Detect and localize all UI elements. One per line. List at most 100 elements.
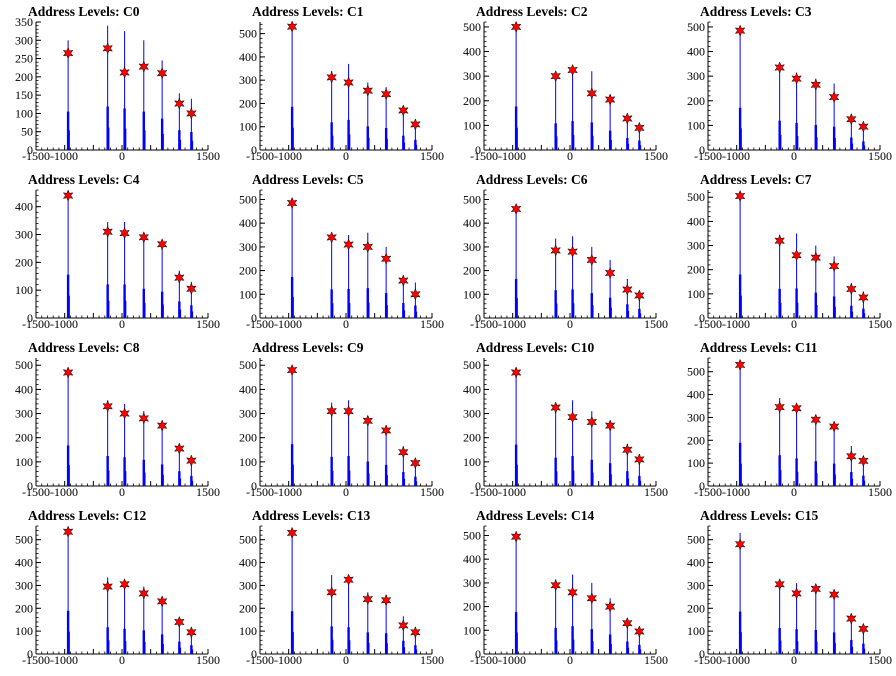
x-tick-label: 0	[567, 485, 573, 499]
histogram-bar	[402, 640, 405, 654]
y-tick-label: 400	[239, 216, 257, 230]
x-tick-label: 0	[791, 317, 797, 331]
histogram-panel-11: 0 100 200 300 400 500 -1500 -1000 0 1500 Address L…	[672, 340, 896, 508]
y-tick-label: 400	[463, 45, 481, 59]
x-tick-label: 0	[343, 317, 349, 331]
histogram-bar	[106, 627, 109, 654]
x-tick-label: 1500	[868, 317, 892, 331]
peak-marker	[380, 252, 392, 265]
x-tick-label: -1000	[50, 653, 78, 667]
peak-marker	[550, 579, 562, 592]
x-tick-label: 1500	[420, 653, 444, 667]
peak-marker	[343, 404, 354, 418]
peak-marker	[102, 225, 114, 238]
histogram-bar	[832, 126, 836, 150]
y-tick-label: 500	[239, 533, 257, 547]
histogram-bar	[832, 632, 836, 654]
y-tick-label: 200	[15, 431, 33, 445]
x-tick-label: 0	[343, 149, 349, 163]
x-tick-label: -1000	[498, 317, 526, 331]
peak-marker	[397, 619, 409, 632]
histogram-bar	[638, 308, 641, 318]
peak-marker	[410, 118, 421, 131]
peak-marker	[138, 587, 150, 600]
peak-marker	[567, 63, 578, 77]
peak-marker	[119, 407, 130, 420]
peak-marker	[326, 404, 338, 418]
histogram-panel-8: 0 100 200 300 400 500 -1500 -1000 0 1500 Address L…	[0, 340, 224, 508]
histogram-panel-14: 0 100 200 300 400 500 -1500 -1000 0 1500 Address L…	[448, 508, 672, 676]
x-tick-label: -1000	[722, 317, 750, 331]
y-tick-label: 300	[463, 407, 481, 421]
histogram-plot: 0 100 200 300 400 500 -1500 -1000 0 1500	[239, 189, 444, 331]
histogram-bar	[414, 645, 417, 654]
peak-marker	[186, 107, 197, 120]
histogram-bar	[514, 106, 518, 150]
peak-marker	[604, 93, 616, 106]
y-tick-label: 200	[15, 70, 33, 84]
y-tick-label: 0	[699, 647, 705, 661]
histogram-bar	[142, 630, 145, 654]
x-tick-label: 1500	[196, 485, 220, 499]
peak-marker	[326, 231, 338, 244]
y-tick-label: 100	[15, 106, 33, 120]
histogram-bar	[514, 612, 518, 654]
peak-marker	[119, 66, 130, 79]
peak-marker	[173, 615, 185, 629]
histogram-panel-10: 0 100 200 300 400 500 -1500 -1000 0 1500 Address L…	[448, 340, 672, 508]
y-tick-label: 300	[687, 578, 705, 592]
x-tick-label: 0	[119, 149, 125, 163]
y-tick-label: 200	[687, 433, 705, 447]
y-tick-label: 0	[475, 647, 481, 661]
peak-marker	[604, 600, 616, 613]
histogram-bar	[850, 137, 853, 150]
y-tick-label: 300	[687, 239, 705, 253]
histogram-bar	[123, 284, 126, 318]
x-tick-label: 0	[567, 149, 573, 163]
histogram-bar	[778, 628, 781, 654]
y-tick-label: 300	[15, 407, 33, 421]
histogram-bar	[514, 444, 518, 486]
y-tick-label: 100	[239, 120, 257, 134]
peak-marker	[510, 202, 522, 216]
chart-title: Address Levels: C10	[476, 340, 595, 355]
histogram-bar	[795, 629, 798, 654]
histogram-panel-2: 0 100 200 300 400 500 -1500 -1000 0 1500 Address L…	[448, 4, 672, 172]
histogram-panel-7: 0 100 200 300 400 500 -1500 -1000 0 1500 Address L…	[672, 172, 896, 340]
y-tick-label: 400	[687, 556, 705, 570]
y-tick-label: 300	[239, 73, 257, 87]
y-tick-label: 400	[239, 50, 257, 64]
peak-marker	[774, 400, 786, 414]
histogram-bar	[862, 308, 865, 318]
peak-marker	[734, 24, 746, 37]
histogram-bar	[814, 630, 817, 654]
histogram-panel-12: 0 100 200 300 400 500 -1500 -1000 0 1500 Address L…	[0, 508, 224, 676]
y-tick-label: 200	[239, 431, 257, 445]
x-tick-label: 1500	[196, 653, 220, 667]
y-tick-label: 350	[15, 15, 33, 29]
peak-marker	[845, 282, 857, 296]
peak-marker	[828, 259, 840, 273]
peak-marker	[828, 588, 840, 601]
peak-marker	[586, 415, 598, 429]
y-tick-label: 0	[699, 311, 705, 325]
chart-title: Address Levels: C9	[252, 340, 364, 355]
peak-marker	[119, 578, 130, 591]
peak-marker	[810, 78, 822, 91]
histogram-bar	[330, 289, 333, 318]
peak-marker	[102, 580, 114, 593]
x-tick-label: -1500	[470, 149, 498, 163]
histogram-panel-15: 0 100 200 300 400 500 -1500 -1000 0 1500 Address L…	[672, 508, 896, 676]
peak-marker	[567, 410, 578, 424]
y-tick-label: 500	[15, 358, 33, 372]
histogram-panel-3: 0 100 200 300 400 500 -1500 -1000 0 1500 Address L…	[672, 4, 896, 172]
x-tick-label: -1000	[274, 485, 302, 499]
x-tick-label: 1500	[196, 149, 220, 163]
histogram-bar	[571, 121, 574, 150]
histogram-bar	[160, 118, 164, 150]
chart-title: Address Levels: C0	[28, 4, 140, 19]
peak-marker	[550, 401, 562, 414]
peak-marker	[286, 526, 298, 540]
histogram-bar	[160, 634, 164, 654]
chart-title: Address Levels: C8	[28, 340, 140, 355]
